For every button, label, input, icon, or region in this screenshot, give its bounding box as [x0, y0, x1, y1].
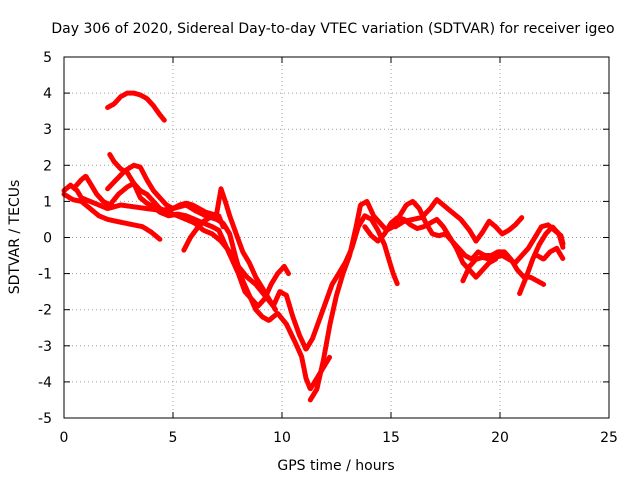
series-track-6 [105, 162, 226, 230]
x-tick-label: 0 [60, 430, 69, 446]
series-track-10 [392, 197, 525, 244]
x-tick-label: 10 [273, 430, 291, 446]
grid [64, 57, 609, 418]
y-tick-label: 3 [43, 122, 52, 138]
y-tick-label: 0 [43, 231, 52, 247]
y-tick-label: -3 [38, 339, 52, 355]
x-axis-label: GPS time / hours [277, 458, 394, 474]
y-tick-label: 5 [43, 50, 52, 66]
x-tick-label: 20 [491, 430, 509, 446]
tick-labels: 0 5 10 15 20 25 -5 -4 -3 -2 -1 0 1 2 3 4 5 [38, 50, 618, 446]
series-track-4 [107, 152, 400, 352]
y-tick-label: 4 [43, 86, 52, 102]
series-track-12 [517, 224, 566, 296]
y-tick-label: 1 [43, 194, 52, 210]
series-track-7 [181, 186, 278, 313]
y-tick-label: -4 [38, 375, 52, 391]
y-tick-label: -5 [38, 411, 52, 427]
x-tick-label: 5 [169, 430, 178, 446]
y-tick-label: -2 [38, 303, 52, 319]
series-track-13 [534, 245, 566, 262]
x-tick-label: 25 [600, 430, 618, 446]
series-track-5 [72, 173, 291, 309]
series-track-9 [362, 215, 499, 280]
series-group [61, 90, 566, 403]
y-axis-label: SDTVAR / TECUs [7, 180, 23, 295]
series-track-3 [61, 191, 163, 242]
y-tick-label: -1 [38, 267, 52, 283]
chart-title: Day 306 of 2020, Sidereal Day-to-day VTE… [51, 21, 614, 37]
series-track-1 [105, 90, 167, 123]
plot-frame [63, 56, 610, 419]
y-tick-label: 2 [43, 158, 52, 174]
x-tick-label: 15 [382, 430, 400, 446]
